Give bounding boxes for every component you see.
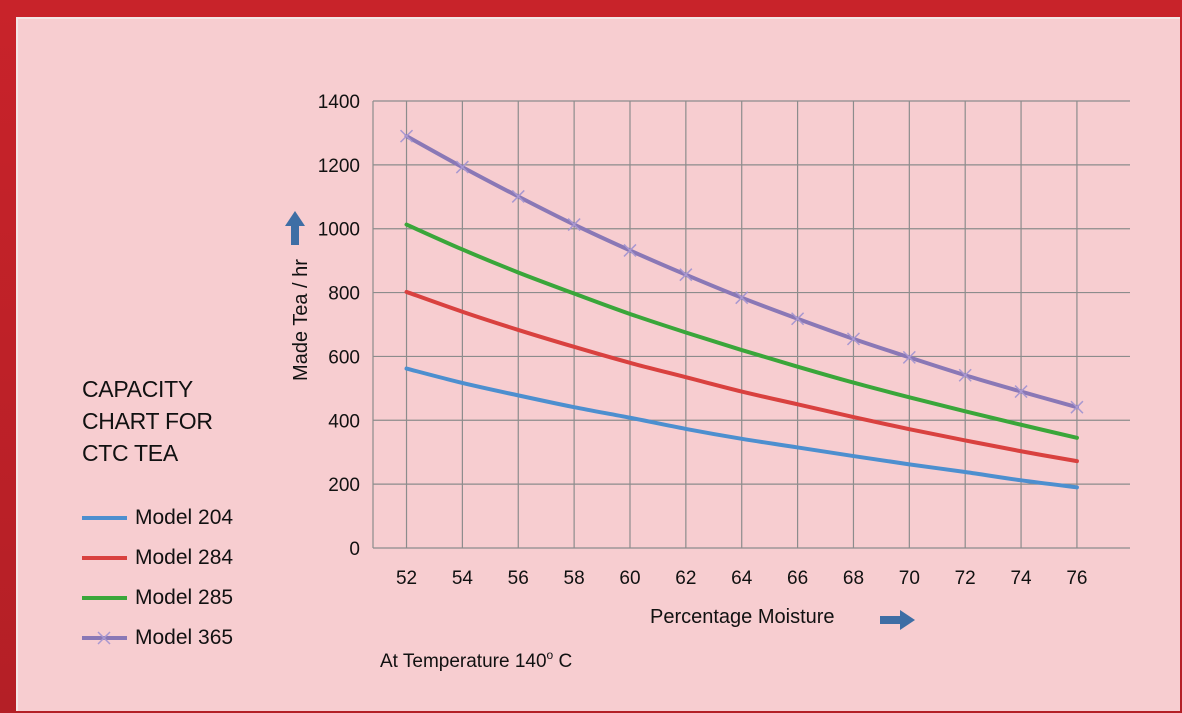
- y-tick-label: 200: [328, 475, 360, 496]
- data-point-marker: [399, 129, 414, 143]
- data-point-marker: [511, 189, 525, 203]
- data-point-marker: [623, 243, 637, 257]
- x-tick-label: 54: [452, 568, 474, 589]
- legend-swatch: [82, 628, 127, 648]
- x-tick-label: 64: [731, 568, 753, 589]
- series-markers: [399, 129, 1084, 414]
- y-tick-label: 600: [328, 347, 360, 368]
- x-tick-label: 76: [1066, 568, 1087, 589]
- data-point-marker: [735, 291, 749, 305]
- y-tick-label: 1000: [318, 220, 360, 241]
- legend: Model 204 Model 284 Model 285 Model 365: [82, 498, 233, 658]
- legend-item: Model 285: [82, 578, 233, 618]
- legend-swatch: [82, 508, 127, 528]
- x-tick-label: 60: [619, 568, 640, 589]
- y-tick-label: 400: [328, 411, 360, 432]
- x-tick-label: 70: [899, 568, 920, 589]
- legend-item: Model 365: [82, 618, 233, 658]
- legend-item: Model 284: [82, 538, 233, 578]
- x-tick-label: 74: [1010, 568, 1032, 589]
- x-tick-label: 58: [564, 568, 585, 589]
- series-line-model-204: [404, 366, 1079, 490]
- chart-panel: [16, 17, 1180, 711]
- grid: [372, 100, 1130, 549]
- legend-label: Model 285: [135, 586, 234, 609]
- data-point-marker: [846, 332, 860, 346]
- y-tick-label: 0: [349, 539, 360, 560]
- x-tick-label: 52: [396, 568, 417, 589]
- tick-labels: 0 200 400 600 800 1000 1200 1400 52 54 56 58 60 62 64 6…: [318, 92, 1088, 589]
- data-point-marker: [455, 160, 469, 174]
- x-tick-label: 68: [843, 568, 864, 589]
- legend-item: Model 204: [82, 498, 233, 538]
- data-point-marker: [1070, 400, 1084, 414]
- temperature-note: At Temperature 140o C: [380, 648, 572, 672]
- x-tick-label: 72: [955, 568, 976, 589]
- series-line-model-284: [404, 289, 1079, 464]
- x-tick-label: 66: [787, 568, 808, 589]
- legend-label: Model 365: [135, 626, 234, 649]
- legend-swatch: [82, 588, 127, 608]
- y-axis-label: Made Tea / hr: [290, 259, 312, 381]
- x-tick-label: 56: [508, 568, 529, 589]
- data-point-marker: [791, 312, 805, 326]
- legend-label: Model 284: [135, 546, 234, 569]
- data-point-marker: [1014, 385, 1028, 399]
- data-point-marker: [679, 268, 693, 282]
- x-axis-arrow-icon: [880, 610, 915, 630]
- y-tick-label: 1200: [318, 156, 360, 177]
- y-axis-arrow-icon: [285, 211, 305, 245]
- y-tick-label: 1400: [318, 92, 360, 113]
- data-point-marker: [958, 368, 972, 382]
- y-tick-label: 800: [328, 284, 360, 305]
- data-point-marker: [902, 350, 916, 364]
- data-point-marker: [567, 218, 581, 232]
- chart-title: CAPACITY CHART FOR CTC TEA: [82, 376, 213, 466]
- x-axis-label: Percentage Moisture: [650, 606, 835, 628]
- x-tick-label: 62: [675, 568, 696, 589]
- legend-swatch: [82, 548, 127, 568]
- legend-label: Model 204: [135, 506, 234, 529]
- series-line-model-285: [404, 222, 1079, 440]
